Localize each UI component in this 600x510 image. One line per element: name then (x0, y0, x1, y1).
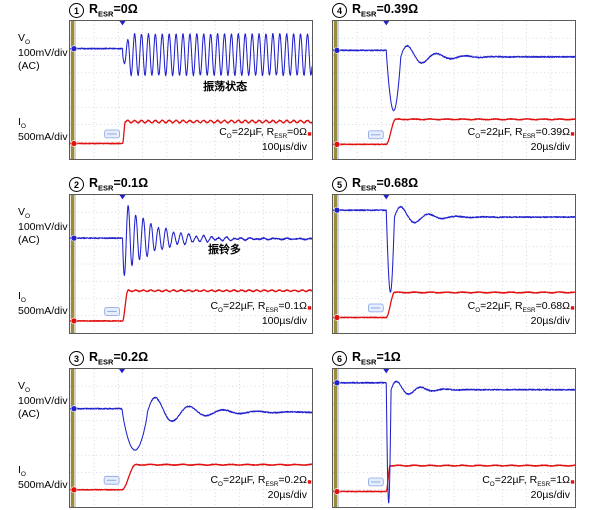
screen-edge-bar (333, 21, 338, 159)
ch1-level-marker-icon (333, 379, 341, 387)
panel-title-text: RESR=0.1Ω (89, 176, 149, 193)
screen-edge-bar (70, 21, 75, 159)
circled-number: 3 (69, 351, 84, 366)
right-level-marker-icon (307, 306, 312, 310)
ch1-level-marker-icon (70, 45, 78, 52)
y-axis-label-io: IO 500mA/div (18, 464, 68, 491)
panel-title-text: RESR=0.39Ω (352, 2, 419, 19)
circled-number: 1 (69, 3, 84, 18)
ch1-level-marker-icon (333, 206, 341, 214)
vo-trace (70, 205, 312, 276)
scope-screen: CO=22µF, RESR=0.39Ω 20µs/div (332, 20, 576, 160)
scope-screen: CO=22µF, RESR=0.68Ω 20µs/div (332, 194, 576, 334)
waveform-svg (333, 21, 575, 159)
panel-1: 1 RESR=0Ω 振荡状态 CO=22µF, RESR=0Ω 100µs/di… (69, 1, 313, 160)
panel-title-text: RESR=0.68Ω (352, 176, 419, 193)
io-trace (333, 291, 575, 319)
panel-title: 3 RESR=0.2Ω (69, 349, 313, 368)
trigger-marker-icon (383, 369, 390, 374)
ch2-level-marker-icon (333, 314, 341, 321)
right-level-marker-icon (570, 480, 575, 484)
panel-2: 2 RESR=0.1Ω 振铃多 CO=22µF, RESR=0.1Ω 100µs… (69, 175, 313, 334)
trigger-marker-icon (119, 195, 126, 200)
panel-title: 1 RESR=0Ω (69, 1, 313, 20)
io-trace (70, 119, 312, 145)
right-level-marker-icon (570, 306, 575, 310)
timebase-label: 20µs/div (530, 489, 570, 502)
plot-annotation: 振荡状态 (203, 80, 248, 93)
waveform-svg (70, 195, 312, 333)
panel-3: 3 RESR=0.2Ω CO=22µF, RESR=0.2Ω 20µs/div (69, 349, 313, 508)
io-trace (70, 463, 312, 491)
vo-trace (70, 32, 312, 77)
test-conditions: CO=22µF, RESR=0.39Ω 20µs/div (467, 126, 570, 154)
vo-trace (70, 396, 312, 451)
ch1-level-marker-icon (70, 405, 78, 412)
scope-screen: 振荡状态 CO=22µF, RESR=0Ω 100µs/div (69, 20, 313, 160)
panel-6: 6 RESR=1Ω CO=22µF, RESR=1Ω 20µs/div (332, 349, 576, 508)
test-conditions: CO=22µF, RESR=1Ω 20µs/div (482, 474, 570, 502)
panel-title: 2 RESR=0.1Ω (69, 175, 313, 194)
test-conditions: CO=22µF, RESR=0.2Ω 20µs/div (210, 474, 307, 502)
vo-trace (333, 44, 575, 112)
panel-title: 4 RESR=0.39Ω (332, 1, 576, 20)
io-trace (70, 289, 312, 322)
panel-title-text: RESR=0.2Ω (89, 350, 149, 367)
panel-5: 5 RESR=0.68Ω CO=22µF, RESR=0.68Ω 20µs/di… (332, 175, 576, 334)
ch2-level-marker-icon (70, 140, 78, 147)
ch1-level-marker-icon (333, 47, 341, 54)
test-conditions: CO=22µF, RESR=0.1Ω 100µs/div (210, 300, 307, 328)
timebase-label: 20µs/div (530, 141, 570, 154)
test-conditions: CO=22µF, RESR=0Ω 100µs/div (219, 126, 307, 154)
ch2-level-marker-icon (333, 488, 341, 495)
screen-edge-bar (70, 369, 75, 507)
right-level-marker-icon (307, 480, 312, 484)
y-axis-label-io: IO 500mA/div (18, 116, 68, 143)
right-level-marker-icon (570, 132, 575, 136)
panel-title: 5 RESR=0.68Ω (332, 175, 576, 194)
right-level-marker-icon (307, 132, 312, 136)
test-conditions: CO=22µF, RESR=0.68Ω 20µs/div (467, 300, 570, 328)
waveform-svg (333, 195, 575, 333)
y-axis-label-io: IO 500mA/div (18, 290, 68, 317)
y-axis-label-vo: VO 100mV/div (AC) (18, 206, 68, 246)
circled-number: 6 (332, 351, 347, 366)
vo-trace (333, 205, 575, 293)
panel-title-text: RESR=1Ω (352, 350, 401, 367)
screen-edge-bar (333, 195, 338, 333)
circled-number: 5 (332, 177, 347, 192)
scope-screen: CO=22µF, RESR=1Ω 20µs/div (332, 368, 576, 508)
waveform-svg (70, 369, 312, 507)
panel-4: 4 RESR=0.39Ω CO=22µF, RESR=0.39Ω 20µs/di… (332, 1, 576, 160)
circled-number: 4 (332, 3, 347, 18)
scope-screen: CO=22µF, RESR=0.2Ω 20µs/div (69, 368, 313, 508)
trigger-marker-icon (119, 21, 126, 26)
ch1-level-marker-icon (70, 234, 78, 242)
waveform-svg (70, 21, 312, 159)
waveform-svg (333, 369, 575, 507)
screen-edge-bar (333, 369, 338, 507)
ch2-level-marker-icon (70, 317, 78, 325)
ch2-level-marker-icon (70, 486, 78, 494)
trigger-marker-icon (383, 21, 390, 26)
y-axis-label-vo: VO 100mV/div (AC) (18, 32, 68, 72)
io-trace (333, 117, 575, 146)
trigger-marker-icon (119, 369, 126, 374)
plot-annotation: 振铃多 (207, 243, 241, 256)
y-axis-label-vo: VO 100mV/div (AC) (18, 380, 68, 420)
vo-trace (333, 380, 575, 504)
panel-title: 6 RESR=1Ω (332, 349, 576, 368)
timebase-label: 20µs/div (530, 315, 570, 328)
timebase-label: 20µs/div (267, 489, 307, 502)
panel-title-text: RESR=0Ω (89, 2, 138, 19)
scope-screen: 振铃多 CO=22µF, RESR=0.1Ω 100µs/div (69, 194, 313, 334)
timebase-label: 100µs/div (261, 315, 307, 328)
screen-edge-bar (70, 195, 75, 333)
ch2-level-marker-icon (333, 141, 341, 148)
timebase-label: 100µs/div (261, 141, 307, 154)
circled-number: 2 (69, 177, 84, 192)
trigger-marker-icon (383, 195, 390, 200)
io-trace (333, 464, 575, 493)
